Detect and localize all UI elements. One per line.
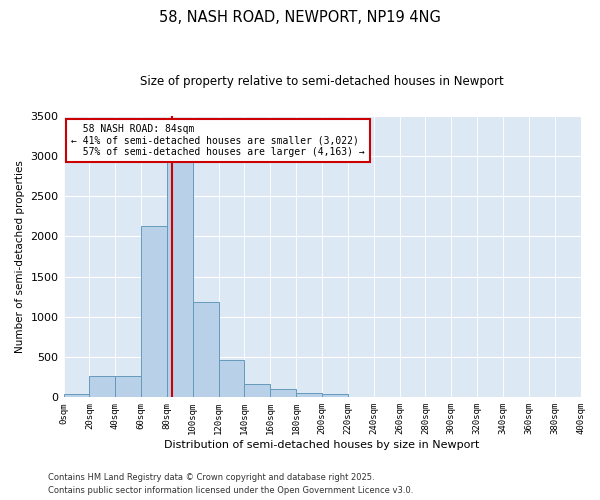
Bar xyxy=(141,226,167,398)
Bar xyxy=(271,389,296,398)
Title: Size of property relative to semi-detached houses in Newport: Size of property relative to semi-detach… xyxy=(140,75,504,88)
Y-axis label: Number of semi-detached properties: Number of semi-detached properties xyxy=(15,160,25,353)
Bar xyxy=(322,394,348,398)
Text: Contains HM Land Registry data © Crown copyright and database right 2025.
Contai: Contains HM Land Registry data © Crown c… xyxy=(48,474,413,495)
Bar xyxy=(218,360,244,398)
Text: 58, NASH ROAD, NEWPORT, NP19 4NG: 58, NASH ROAD, NEWPORT, NP19 4NG xyxy=(159,10,441,25)
Bar xyxy=(193,302,218,398)
Bar xyxy=(348,396,374,398)
Bar xyxy=(244,384,271,398)
Bar xyxy=(115,376,141,398)
Text: 58 NASH ROAD: 84sqm
← 41% of semi-detached houses are smaller (3,022)
  57% of s: 58 NASH ROAD: 84sqm ← 41% of semi-detach… xyxy=(71,124,365,157)
Bar xyxy=(296,393,322,398)
Bar xyxy=(64,394,89,398)
Bar xyxy=(167,160,193,398)
Bar xyxy=(89,376,115,398)
X-axis label: Distribution of semi-detached houses by size in Newport: Distribution of semi-detached houses by … xyxy=(164,440,480,450)
